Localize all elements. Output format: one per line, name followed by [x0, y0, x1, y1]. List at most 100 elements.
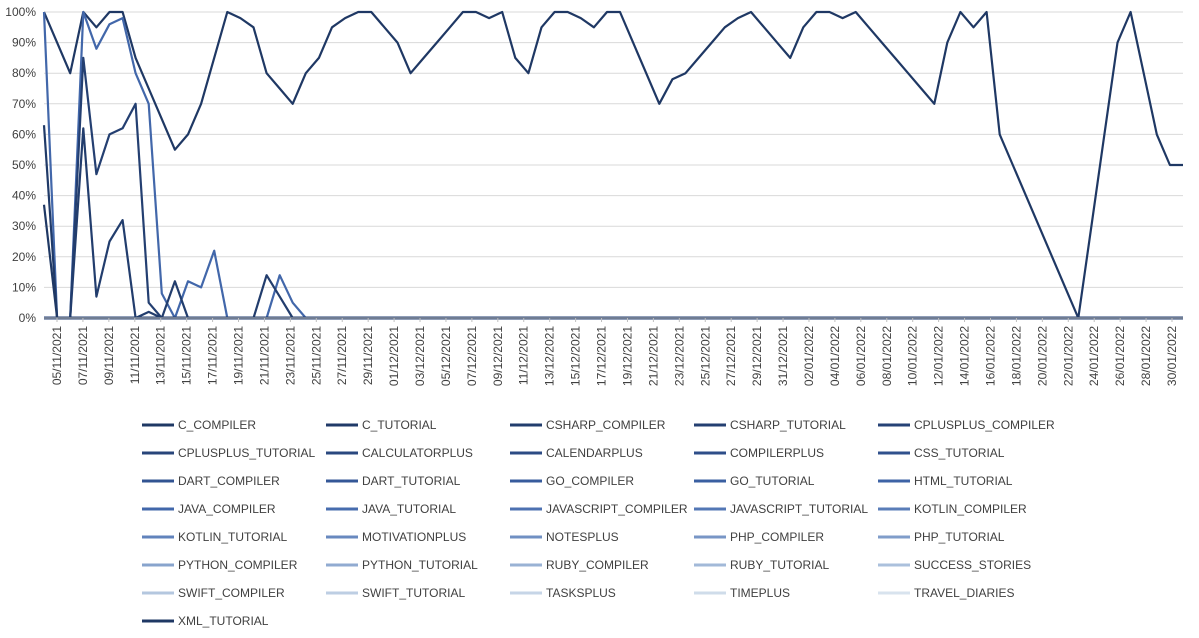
x-tick-label: 07/12/2021 — [465, 326, 479, 386]
legend-label: RUBY_TUTORIAL — [730, 558, 829, 572]
legend-label: PYTHON_TUTORIAL — [362, 558, 478, 572]
x-tick-label: 19/11/2021 — [232, 326, 246, 385]
x-tick-label: 28/01/2022 — [1139, 326, 1153, 386]
legend-label: DART_COMPILER — [178, 474, 280, 488]
y-tick-label: 60% — [12, 127, 36, 141]
legend-label: SUCCESS_STORIES — [914, 558, 1031, 572]
legend-label: C_TUTORIAL — [362, 418, 437, 432]
series-line-c-tutorial — [42, 125, 1183, 320]
x-tick-label: 12/01/2022 — [932, 326, 946, 386]
legend-label: DART_TUTORIAL — [362, 474, 461, 488]
y-tick-label: 100% — [5, 5, 36, 19]
x-tick-label: 20/01/2022 — [1035, 326, 1049, 386]
series-line-xml-tutorial — [42, 10, 1183, 320]
y-tick-label: 10% — [12, 280, 36, 294]
x-tick-label: 05/11/2021 — [50, 326, 64, 385]
legend-label: TASKSPLUS — [546, 586, 616, 600]
x-tick-label: 07/11/2021 — [76, 326, 90, 385]
x-tick-label: 17/12/2021 — [595, 326, 609, 386]
x-tick-label: 22/01/2022 — [1061, 326, 1075, 386]
legend-label: CSHARP_TUTORIAL — [730, 418, 846, 432]
x-tick-label: 23/12/2021 — [672, 326, 686, 386]
x-tick-label: 11/12/2021 — [517, 326, 531, 385]
legend-label: COMPILERPLUS — [730, 446, 824, 460]
legend-label: CPLUSPLUS_COMPILER — [914, 418, 1055, 432]
legend-label: C_COMPILER — [178, 418, 256, 432]
y-tick-label: 30% — [12, 219, 36, 233]
axes: 0% 10% 20% 30% 40% 50% 60% 70% 80% 90% 100% 05/11/2… — [5, 5, 1183, 386]
x-tick-label: 17/11/2021 — [206, 326, 220, 385]
x-tick-label: 15/11/2021 — [180, 326, 194, 385]
x-tick-label: 09/12/2021 — [491, 326, 505, 386]
x-tick-label: 04/01/2022 — [828, 326, 842, 386]
series-line-c-compiler — [42, 204, 1183, 320]
legend-label: PYTHON_COMPILER — [178, 558, 298, 572]
legend-label: HTML_TUTORIAL — [914, 474, 1013, 488]
legend-label: JAVASCRIPT_COMPILER — [546, 502, 688, 516]
gridlines — [44, 11, 1183, 319]
x-tick-label: 21/11/2021 — [257, 326, 271, 385]
legend-label: JAVASCRIPT_TUTORIAL — [730, 502, 868, 516]
y-tick-label: 70% — [12, 97, 36, 111]
x-tick-label: 29/11/2021 — [361, 326, 375, 385]
x-tick-label: 02/01/2022 — [802, 326, 816, 386]
legend-label: RUBY_COMPILER — [546, 558, 649, 572]
legend-label: KOTLIN_TUTORIAL — [178, 530, 287, 544]
x-tick-label: 31/12/2021 — [776, 326, 790, 386]
legend-label: GO_COMPILER — [546, 474, 634, 488]
x-tick-label: 13/11/2021 — [154, 326, 168, 385]
y-tick-label: 80% — [12, 66, 36, 80]
x-tick-label: 15/12/2021 — [569, 326, 583, 386]
series-line-csharp-tutorial — [44, 56, 1183, 320]
legend-label: XML_TUTORIAL — [178, 614, 269, 628]
series-line-csharp-compiler — [44, 127, 1183, 320]
legend-label: JAVA_TUTORIAL — [362, 502, 456, 516]
legend-label: PHP_COMPILER — [730, 530, 824, 544]
x-tick-label: 30/01/2022 — [1165, 326, 1179, 386]
legend-label: GO_TUTORIAL — [730, 474, 815, 488]
legend: C_COMPILER C_TUTORIAL CSHARP_COMPILER CSHAR… — [142, 418, 1055, 628]
x-tick-label: 23/11/2021 — [283, 326, 297, 385]
x-tick-label: 10/01/2022 — [906, 326, 920, 386]
y-tick-label: 40% — [12, 189, 36, 203]
x-tick-label: 13/12/2021 — [543, 326, 557, 386]
x-tick-label: 21/12/2021 — [646, 326, 660, 386]
x-tick-label: 05/12/2021 — [439, 326, 453, 386]
x-tick-label: 09/11/2021 — [102, 326, 116, 385]
x-tick-label: 24/01/2022 — [1087, 326, 1101, 386]
legend-label: KOTLIN_COMPILER — [914, 502, 1027, 516]
x-tick-label: 11/11/2021 — [128, 326, 142, 385]
legend-label: SWIFT_COMPILER — [178, 586, 285, 600]
legend-label: SWIFT_TUTORIAL — [362, 586, 465, 600]
x-tick-label: 27/11/2021 — [335, 326, 349, 385]
x-tick-label: 26/01/2022 — [1113, 326, 1127, 386]
legend-label: PHP_TUTORIAL — [914, 530, 1005, 544]
legend-label: JAVA_COMPILER — [178, 502, 276, 516]
x-tick-label: 25/12/2021 — [698, 326, 712, 386]
legend-label: CSS_TUTORIAL — [914, 446, 1005, 460]
y-tick-label: 20% — [12, 250, 36, 264]
y-tick-label: 50% — [12, 158, 36, 172]
x-tick-label: 27/12/2021 — [724, 326, 738, 386]
legend-label: TRAVEL_DIARIES — [914, 586, 1014, 600]
legend-label: CALCULATORPLUS — [362, 446, 473, 460]
legend-label: NOTESPLUS — [546, 530, 619, 544]
x-tick-label: 14/01/2022 — [958, 326, 972, 386]
x-tick-label: 03/12/2021 — [413, 326, 427, 386]
x-tick-label: 29/12/2021 — [750, 326, 764, 386]
y-tick-label: 0% — [19, 311, 37, 325]
legend-label: MOTIVATIONPLUS — [362, 530, 466, 544]
x-tick-label: 01/12/2021 — [387, 326, 401, 386]
x-tick-label: 19/12/2021 — [620, 326, 634, 386]
legend-label: CSHARP_COMPILER — [546, 418, 666, 432]
x-tick-label: 18/01/2022 — [1009, 326, 1023, 386]
x-tick-label: 25/11/2021 — [309, 326, 323, 385]
y-tick-label: 90% — [12, 36, 36, 50]
legend-label: CALENDARPLUS — [546, 446, 643, 460]
x-tick-label: 08/01/2022 — [880, 326, 894, 386]
x-tick-label: 06/01/2022 — [854, 326, 868, 386]
legend-label: CPLUSPLUS_TUTORIAL — [178, 446, 315, 460]
x-tick-label: 16/01/2022 — [983, 326, 997, 386]
